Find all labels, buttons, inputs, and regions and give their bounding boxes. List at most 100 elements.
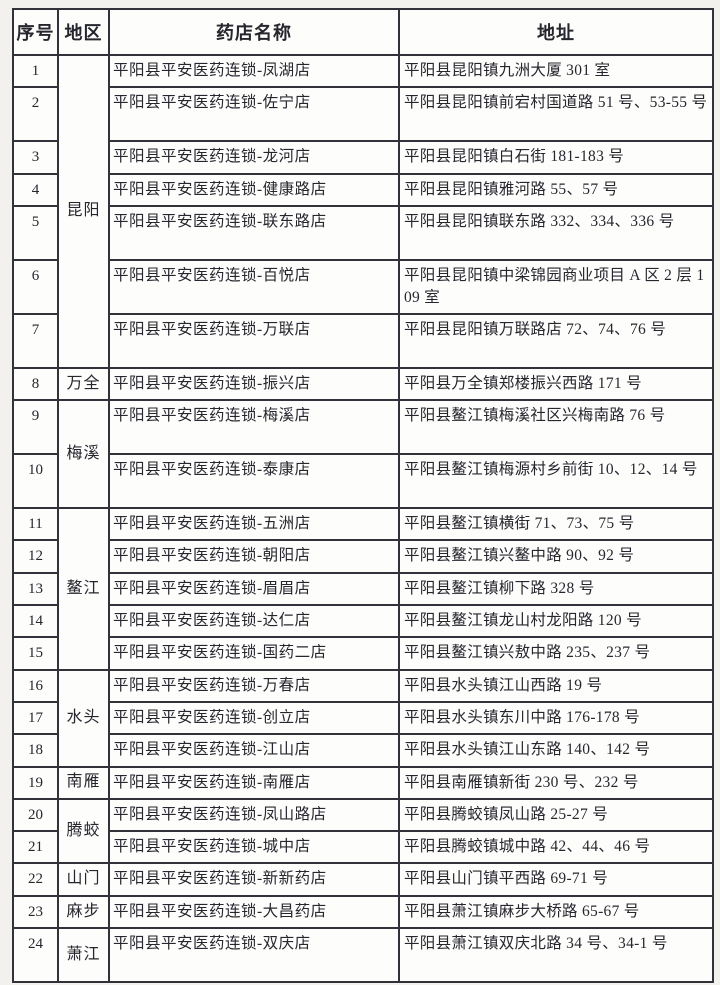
table-row: 19 南雁 平阳县平安医药连锁-南雁店 平阳县南雁镇新街 230 号、232 号	[12, 765, 714, 800]
address-cell: 平阳县鳌江镇梅源村乡前街 10、12、14 号	[398, 453, 714, 510]
row-number-cell: 20	[12, 797, 59, 833]
store-name-cell: 平阳县平安医药连锁-泰康店	[108, 453, 400, 510]
store-table-body: 1 昆阳 平阳县平安医药连锁-凤湖店 平阳县昆阳镇九洲大厦 301 室 2 平阳县平安医药…	[12, 53, 714, 984]
store-name-cell: 平阳县平安医药连锁-百悦店	[108, 258, 400, 315]
store-name-cell: 平阳县平安医药连锁-龙河店	[108, 140, 400, 175]
row-number-cell: 23	[12, 894, 59, 930]
region-cell: 萧江	[57, 927, 110, 984]
row-number-cell: 2	[12, 86, 59, 143]
region-cell: 山门	[57, 862, 110, 897]
address-cell: 平阳县腾蛟镇城中路 42、44、46 号	[398, 830, 714, 865]
address-cell: 平阳县鳌江镇兴敖中路 235、237 号	[398, 636, 714, 671]
store-name-cell: 平阳县平安医药连锁-创立店	[108, 700, 400, 736]
address-cell: 平阳县鳌江镇柳下路 328 号	[398, 571, 714, 607]
row-number-cell: 24	[12, 927, 59, 984]
address-cell: 平阳县鳌江镇龙山村龙阳路 120 号	[398, 604, 714, 639]
store-name-cell: 平阳县平安医药连锁-健康路店	[108, 172, 400, 207]
row-number-cell: 10	[12, 453, 59, 510]
table-row: 18 平阳县平安医药连锁-江山店 平阳县水头镇江山东路 140、142 号	[12, 733, 714, 768]
table-row: 14 平阳县平安医药连锁-达仁店 平阳县鳌江镇龙山村龙阳路 120 号	[12, 604, 714, 639]
table-row: 7 平阳县平安医药连锁-万联店 平阳县昆阳镇万联路店 72、74、76 号	[12, 312, 714, 369]
store-name-cell: 平阳县平安医药连锁-万春店	[108, 668, 400, 703]
row-number-cell: 19	[12, 765, 59, 800]
store-name-cell: 平阳县平安医药连锁-城中店	[108, 830, 400, 865]
row-number-cell: 22	[12, 862, 59, 897]
header-serial-number: 序号	[12, 8, 59, 56]
table-header-row: 序号 地区 药店名称 地址	[12, 8, 714, 56]
table-row: 10 平阳县平安医药连锁-泰康店 平阳县鳌江镇梅源村乡前街 10、12、14 号	[12, 453, 714, 510]
row-number-cell: 7	[12, 312, 59, 369]
row-number-cell: 13	[12, 571, 59, 607]
table-row: 12 平阳县平安医药连锁-朝阳店 平阳县鳌江镇兴鳌中路 90、92 号	[12, 539, 714, 574]
store-name-cell: 平阳县平安医药连锁-朝阳店	[108, 539, 400, 574]
row-number-cell: 5	[12, 204, 59, 261]
table-row: 20 腾蛟 平阳县平安医药连锁-凤山路店 平阳县腾蛟镇凤山路 25-27 号	[12, 797, 714, 865]
address-cell: 平阳县昆阳镇中梁锦园商业项目 A 区 2 层 109 室	[398, 258, 714, 315]
region-cell: 梅溪	[57, 399, 110, 510]
row-number-cell: 4	[12, 172, 59, 207]
table-row: 1 昆阳 平阳县平安医药连锁-凤湖店 平阳县昆阳镇九洲大厦 301 室	[12, 53, 714, 369]
store-name-cell: 平阳县平安医药连锁-凤湖店	[108, 53, 400, 89]
address-cell: 平阳县鳌江镇横街 71、73、75 号	[398, 507, 714, 542]
store-name-cell: 平阳县平安医药连锁-万联店	[108, 312, 400, 369]
store-name-cell: 平阳县平安医药连锁-南雁店	[108, 765, 400, 800]
region-cell: 万全	[57, 366, 110, 402]
table-row: 8 万全 平阳县平安医药连锁-振兴店 平阳县万全镇郑楼振兴西路 171 号	[12, 366, 714, 402]
row-number-cell: 6	[12, 258, 59, 315]
store-name-cell: 平阳县平安医药连锁-凤山路店	[108, 797, 400, 833]
region-cell: 水头	[57, 668, 110, 768]
table-row: 9 梅溪 平阳县平安医药连锁-梅溪店 平阳县鳌江镇梅溪社区兴梅南路 76 号	[12, 399, 714, 510]
table-row: 22 山门 平阳县平安医药连锁-新新药店 平阳县山门镇平西路 69-71 号	[12, 862, 714, 897]
row-number-cell: 15	[12, 636, 59, 671]
address-cell: 平阳县水头镇江山东路 140、142 号	[398, 733, 714, 768]
address-cell: 平阳县昆阳镇白石街 181-183 号	[398, 140, 714, 175]
store-name-cell: 平阳县平安医药连锁-五洲店	[108, 507, 400, 542]
region-cell: 鳌江	[57, 507, 110, 671]
table-row: 11 鳌江 平阳县平安医药连锁-五洲店 平阳县鳌江镇横街 71、73、75 号	[12, 507, 714, 671]
header-address: 地址	[398, 8, 714, 56]
address-cell: 平阳县萧江镇双庆北路 34 号、34-1 号	[398, 927, 714, 984]
table-row: 16 水头 平阳县平安医药连锁-万春店 平阳县水头镇江山西路 19 号	[12, 668, 714, 768]
table-row: 15 平阳县平安医药连锁-国药二店 平阳县鳌江镇兴敖中路 235、237 号	[12, 636, 714, 671]
store-name-cell: 平阳县平安医药连锁-达仁店	[108, 604, 400, 639]
table-row: 17 平阳县平安医药连锁-创立店 平阳县水头镇东川中路 176-178 号	[12, 700, 714, 736]
table-row: 24 萧江 平阳县平安医药连锁-双庆店 平阳县萧江镇双庆北路 34 号、34-1 号	[12, 927, 714, 984]
address-cell: 平阳县鳌江镇兴鳌中路 90、92 号	[398, 539, 714, 574]
table-row: 23 麻步 平阳县平安医药连锁-大昌药店 平阳县萧江镇麻步大桥路 65-67 号	[12, 894, 714, 930]
row-number-cell: 17	[12, 700, 59, 736]
table-row: 13 平阳县平安医药连锁-眉眉店 平阳县鳌江镇柳下路 328 号	[12, 571, 714, 607]
row-number-cell: 18	[12, 733, 59, 768]
address-cell: 平阳县昆阳镇联东路 332、334、336 号	[398, 204, 714, 261]
row-number-cell: 14	[12, 604, 59, 639]
row-number-cell: 16	[12, 668, 59, 703]
row-number-cell: 3	[12, 140, 59, 175]
row-number-cell: 9	[12, 399, 59, 456]
table-row: 2 平阳县平安医药连锁-佐宁店 平阳县昆阳镇前宕村国道路 51 号、53-55 号	[12, 86, 714, 143]
table-row: 21 平阳县平安医药连锁-城中店 平阳县腾蛟镇城中路 42、44、46 号	[12, 830, 714, 865]
address-cell: 平阳县昆阳镇雅河路 55、57 号	[398, 172, 714, 207]
table-row: 5 平阳县平安医药连锁-联东路店 平阳县昆阳镇联东路 332、334、336 号	[12, 204, 714, 261]
pharmacy-table: 序号 地区 药店名称 地址 1 昆阳 平阳县平安医药连锁-凤湖店 平阳县昆阳镇九洲大厦…	[12, 8, 714, 984]
row-number-cell: 12	[12, 539, 59, 574]
store-name-cell: 平阳县平安医药连锁-佐宁店	[108, 86, 400, 143]
pharmacy-table-container: 序号 地区 药店名称 地址 1 昆阳 平阳县平安医药连锁-凤湖店 平阳县昆阳镇九洲大厦…	[12, 8, 714, 984]
store-name-cell: 平阳县平安医药连锁-大昌药店	[108, 894, 400, 930]
region-cell: 昆阳	[57, 54, 110, 369]
address-cell: 平阳县水头镇江山西路 19 号	[398, 668, 714, 703]
address-cell: 平阳县水头镇东川中路 176-178 号	[398, 700, 714, 736]
row-number-cell: 21	[12, 830, 59, 865]
store-name-cell: 平阳县平安医药连锁-梅溪店	[108, 399, 400, 456]
address-cell: 平阳县萧江镇麻步大桥路 65-67 号	[398, 894, 714, 930]
table-row: 3 平阳县平安医药连锁-龙河店 平阳县昆阳镇白石街 181-183 号	[12, 140, 714, 175]
store-name-cell: 平阳县平安医药连锁-振兴店	[108, 366, 400, 402]
store-name-cell: 平阳县平安医药连锁-新新药店	[108, 862, 400, 897]
store-name-cell: 平阳县平安医药连锁-国药二店	[108, 636, 400, 671]
address-cell: 平阳县南雁镇新街 230 号、232 号	[398, 765, 714, 800]
address-cell: 平阳县万全镇郑楼振兴西路 171 号	[398, 366, 714, 402]
table-row: 6 平阳县平安医药连锁-百悦店 平阳县昆阳镇中梁锦园商业项目 A 区 2 层 109…	[12, 258, 714, 315]
address-cell: 平阳县腾蛟镇凤山路 25-27 号	[398, 797, 714, 833]
region-cell: 麻步	[57, 894, 110, 930]
store-name-cell: 平阳县平安医药连锁-眉眉店	[108, 571, 400, 607]
address-cell: 平阳县山门镇平西路 69-71 号	[398, 862, 714, 897]
store-name-cell: 平阳县平安医药连锁-江山店	[108, 733, 400, 768]
